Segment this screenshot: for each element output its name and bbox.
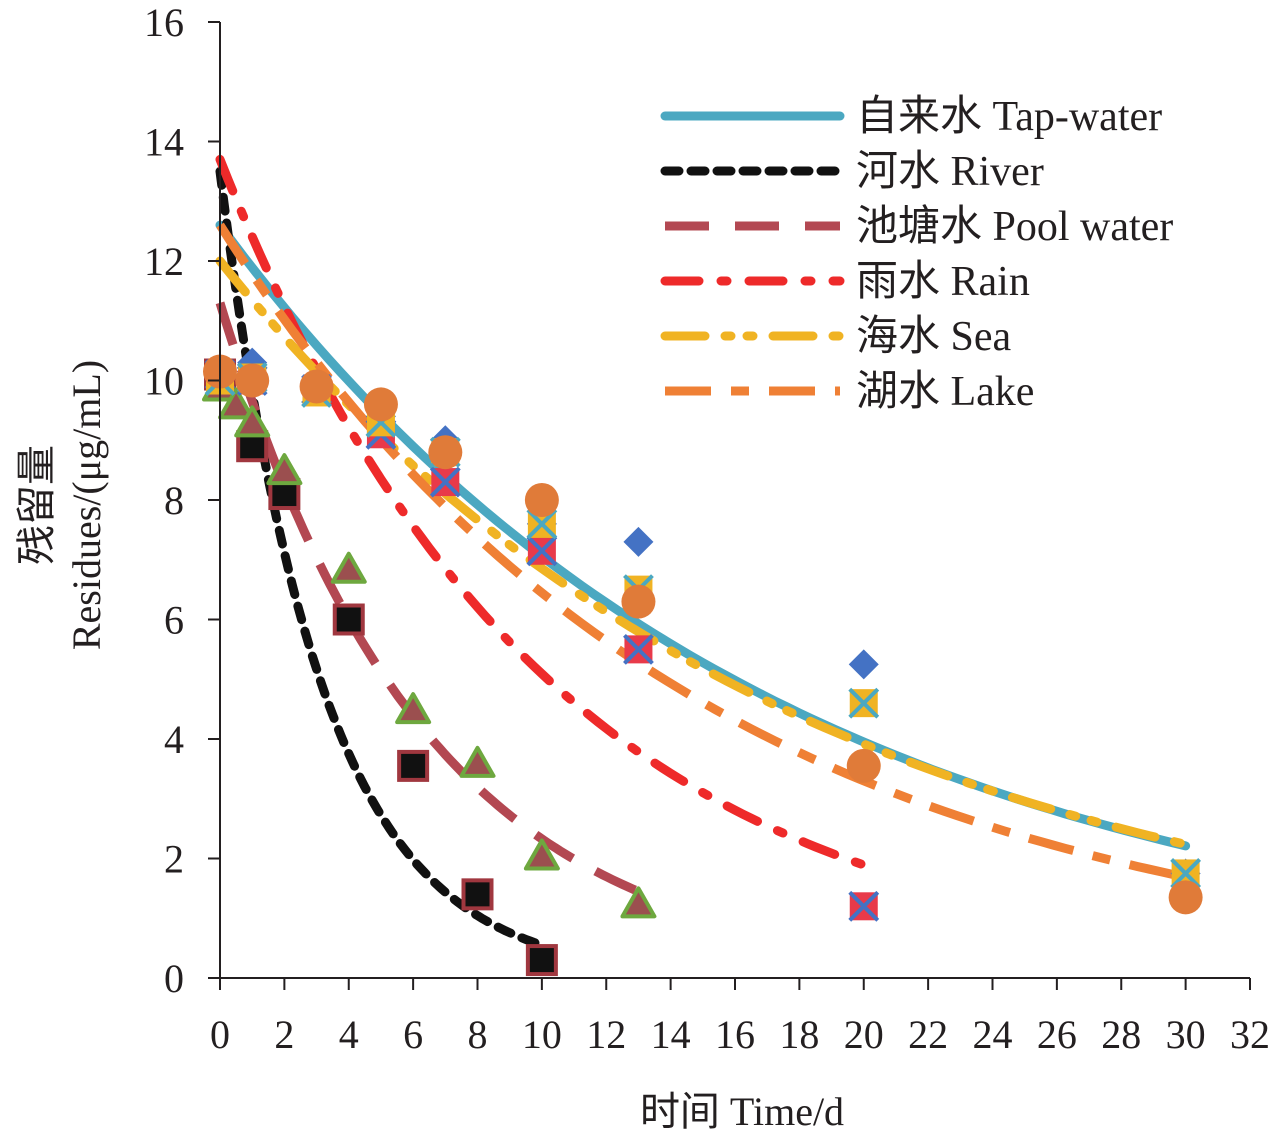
data-point-series-3: [429, 466, 461, 498]
y-tick-label: 0: [164, 956, 184, 1001]
legend-label-series-1: 河水 River: [856, 149, 1044, 195]
x-tick-label: 16: [715, 1012, 755, 1057]
data-point-series-0: [623, 526, 654, 557]
data-point-series-5: [1168, 880, 1203, 915]
fit-line-series-2: [215, 301, 641, 896]
x-tick-label: 32: [1230, 1012, 1270, 1057]
y-tick-label: 12: [144, 239, 184, 284]
legend-label-series-2: 池塘水 Pool water: [856, 203, 1173, 250]
y-tick-label: 2: [164, 837, 184, 882]
legend-label-series-3: 雨水 Rain: [856, 259, 1030, 305]
x-tick-label: 22: [908, 1012, 948, 1057]
y-axis-title-en: Residues/(μg/mL): [64, 360, 109, 650]
x-tick-label: 30: [1166, 1012, 1206, 1057]
x-tick-label: 8: [468, 1012, 488, 1057]
data-point-series-2: [523, 838, 560, 871]
data-point-series-0: [848, 649, 879, 680]
x-tick-label: 6: [403, 1012, 423, 1057]
x-tick-label: 18: [779, 1012, 819, 1057]
legend-label-series-0: 自来水 Tap-water: [856, 94, 1162, 140]
data-markers: [202, 347, 1203, 977]
data-point-series-2: [266, 453, 303, 486]
data-point-series-5: [621, 584, 656, 619]
y-tick-label: 10: [144, 359, 184, 404]
data-point-series-5: [846, 748, 881, 783]
x-ticks: 0 2 4 6 8 10 12 14 16 18 20 22 24 26 28 30 32: [210, 978, 1270, 1057]
x-axis-title: 时间 Time/d: [640, 1089, 844, 1134]
data-point-series-2: [395, 692, 432, 725]
x-tick-label: 20: [844, 1012, 884, 1057]
fit-curves: [215, 154, 1191, 950]
data-point-series-2: [218, 387, 255, 420]
x-tick-label: 0: [210, 1012, 230, 1057]
data-point-series-1: [332, 603, 365, 636]
legend: 自来水 Tap-water 河水 River 池塘水 Pool water 雨水 Ra…: [660, 94, 1173, 415]
y-tick-label: 4: [164, 717, 184, 762]
data-point-series-1: [461, 878, 494, 911]
data-point-series-5: [235, 363, 270, 398]
data-point-series-3: [526, 535, 558, 567]
fit-line-series-4: [215, 256, 1191, 849]
data-point-series-3: [848, 890, 880, 922]
x-tick-label: 14: [651, 1012, 691, 1057]
fit-line-series-0: [215, 220, 1191, 851]
data-point-series-2: [330, 551, 367, 584]
data-point-series-5: [428, 435, 463, 470]
y-tick-label: 16: [144, 0, 184, 45]
data-point-series-2: [234, 405, 271, 438]
x-tick-label: 28: [1101, 1012, 1141, 1057]
x-tick-label: 24: [973, 1012, 1013, 1057]
y-tick-label: 6: [164, 598, 184, 643]
data-point-series-2: [459, 745, 496, 778]
x-tick-label: 4: [339, 1012, 359, 1057]
legend-label-series-5: 湖水 Lake: [856, 369, 1034, 415]
x-tick-label: 10: [522, 1012, 562, 1057]
x-tick-label: 12: [586, 1012, 626, 1057]
y-tick-label: 8: [164, 478, 184, 523]
data-point-series-5: [524, 483, 559, 517]
data-point-series-5: [363, 387, 398, 422]
y-ticks: 0 2 4 6 8 10 12 14 16: [144, 0, 220, 1001]
y-tick-label: 14: [144, 120, 184, 165]
y-axis-title-zh: 残留量: [14, 445, 59, 565]
data-point-series-5: [299, 369, 334, 404]
legend-label-series-4: 海水 Sea: [856, 314, 1012, 360]
data-point-series-1: [397, 749, 430, 782]
data-point-series-4: [848, 687, 880, 719]
data-point-series-3: [623, 633, 654, 665]
data-point-series-2: [620, 886, 657, 919]
x-tick-label: 2: [274, 1012, 294, 1057]
x-tick-label: 26: [1037, 1012, 1077, 1057]
axes: [219, 22, 1250, 979]
data-point-series-1: [525, 944, 558, 977]
